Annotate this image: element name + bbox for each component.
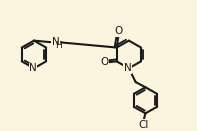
Text: H: H: [55, 40, 62, 50]
Text: Cl: Cl: [138, 119, 148, 130]
Text: N: N: [124, 63, 132, 73]
Text: N: N: [29, 63, 37, 73]
Text: O: O: [100, 57, 108, 67]
Text: O: O: [114, 26, 123, 36]
Text: N: N: [52, 37, 59, 47]
